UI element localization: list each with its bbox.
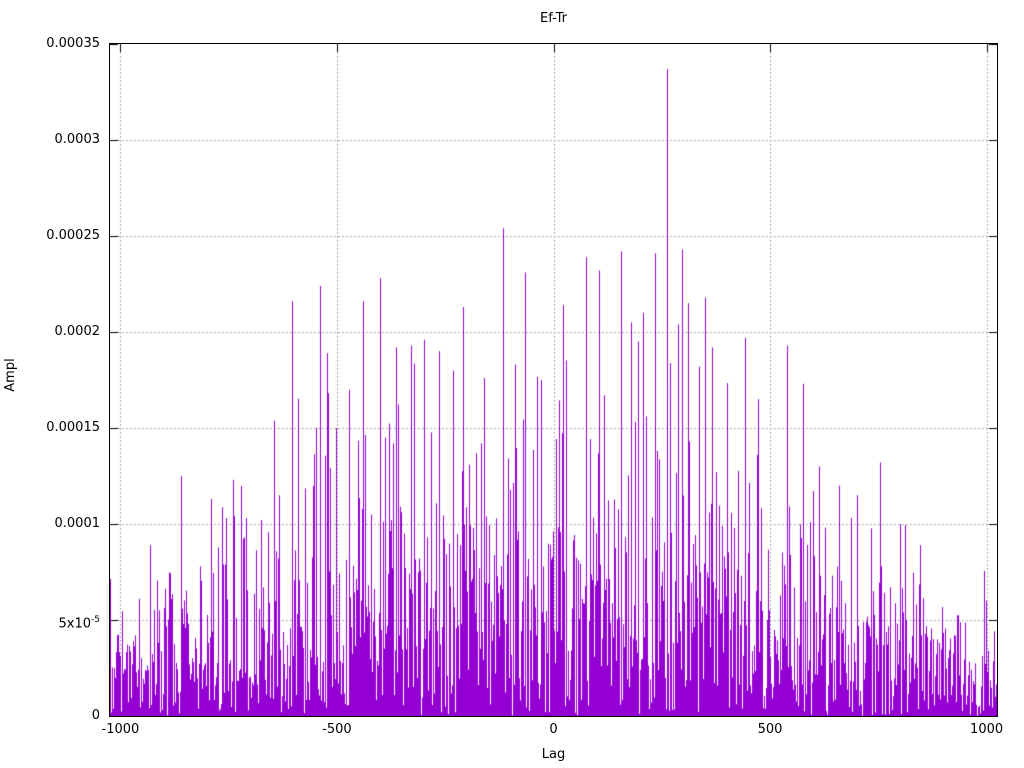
x-tick-label: 0 bbox=[549, 722, 558, 737]
y-tick-label: 0.0001 bbox=[54, 516, 101, 531]
x-tick-label: -1000 bbox=[101, 722, 140, 737]
y-tick-label: 0.0002 bbox=[54, 324, 101, 339]
y-tick-label: 0.00025 bbox=[46, 228, 100, 243]
y-tick-label: 0 bbox=[91, 708, 100, 723]
chart-title: Ef-Tr bbox=[540, 11, 567, 26]
x-axis-label: Lag bbox=[541, 747, 566, 762]
x-tick-label: 1000 bbox=[970, 722, 1004, 737]
x-tick-label: 500 bbox=[757, 722, 783, 737]
plot-canvas bbox=[110, 44, 997, 716]
y-tick-label: 0.00015 bbox=[46, 420, 100, 435]
y-tick-label: 5x10-5 bbox=[58, 615, 101, 632]
x-tick-label: -500 bbox=[322, 722, 352, 737]
y-tick-label: 0.00035 bbox=[46, 36, 100, 51]
y-axis-label: Ampl bbox=[3, 358, 18, 392]
plot-area bbox=[109, 43, 998, 717]
y-tick-label: 0.0003 bbox=[54, 132, 101, 147]
